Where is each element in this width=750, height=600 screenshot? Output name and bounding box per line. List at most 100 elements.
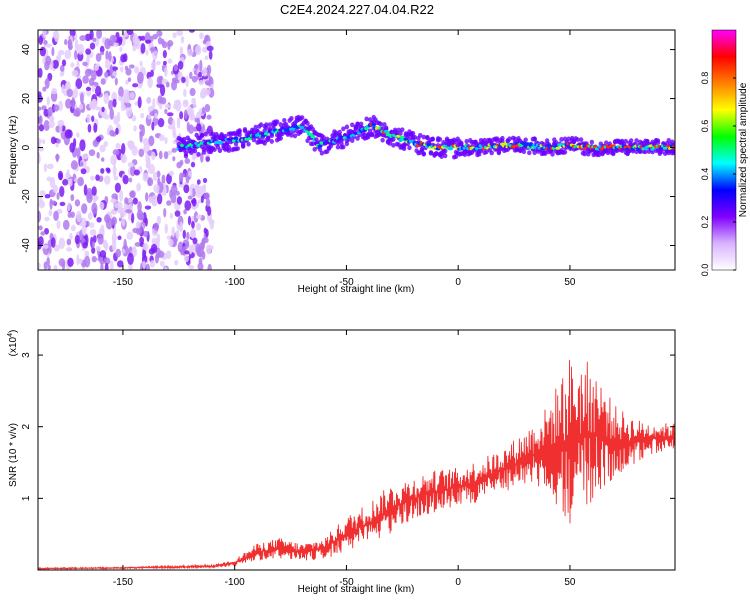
- y-tick-label: 2: [21, 423, 32, 429]
- spectrogram-noise-cell: [92, 197, 97, 203]
- spectrogram-noise-cell: [175, 229, 180, 239]
- spectrogram-ridge-cell: [398, 138, 403, 142]
- spectrogram-noise-cell: [154, 253, 159, 264]
- spectrogram-ridge-cell: [530, 146, 536, 150]
- spectrogram-noise-cell: [149, 260, 156, 268]
- spectrogram-noise-cell: [90, 175, 95, 181]
- spectrogram-noise-cell: [46, 257, 50, 266]
- spectrogram-noise-cell: [65, 98, 72, 109]
- spectrogram-noise-cell: [104, 58, 111, 69]
- spectrogram-noise-cell: [74, 49, 78, 60]
- spectrogram-cell: [425, 135, 430, 141]
- spectrogram-noise-cell: [162, 50, 167, 59]
- spectrogram-noise-cell: [44, 227, 50, 235]
- spectrogram-marks: [38, 30, 675, 270]
- spectrogram-noise-cell: [69, 232, 73, 241]
- spectrogram-noise-cell: [58, 100, 63, 112]
- spectrogram-noise-cell: [184, 250, 191, 255]
- spectrogram-cell: [364, 116, 369, 122]
- spectrogram-noise-cell: [148, 135, 155, 146]
- spectrogram-cell: [527, 150, 532, 156]
- spectrogram-noise-cell: [161, 41, 168, 49]
- spectrogram-noise-cell: [44, 194, 51, 199]
- spectrogram-noise-cell: [164, 223, 169, 234]
- spectrogram-noise-cell: [157, 250, 165, 258]
- spectrogram-noise-cell: [189, 113, 196, 121]
- spectrogram-noise-cell: [95, 174, 100, 181]
- spectrogram-noise-cell: [176, 30, 184, 36]
- spectrogram-noise-cell: [83, 255, 91, 268]
- spectrogram-noise-cell: [69, 142, 75, 153]
- spectrogram-noise-cell: [58, 258, 66, 267]
- spectrogram-noise-cell: [145, 49, 149, 56]
- spectrogram-noise-cell: [59, 65, 65, 72]
- spectrogram-noise-cell: [167, 42, 171, 51]
- spectrogram-noise-cell: [42, 30, 47, 39]
- spectrogram-cell: [341, 144, 346, 150]
- spectrogram-noise-cell: [188, 30, 196, 33]
- spectrogram-y-axis: -40 -20 0 20 40: [21, 44, 675, 253]
- spectrogram-noise-cell: [80, 161, 84, 167]
- spectrogram-noise-cell: [109, 260, 114, 270]
- spectrogram-noise-cell: [38, 138, 42, 145]
- spectrogram-cell: [378, 121, 384, 127]
- spectrogram-noise-cell: [91, 115, 95, 122]
- spectrogram-panel: -150 -100 -50 0 50 -40 -20 0 20 40 Height of str…: [8, 29, 676, 295]
- spectrogram-noise-cell: [85, 220, 90, 227]
- spectrogram-noise-cell: [183, 184, 190, 194]
- spectrogram-cell: [312, 146, 317, 152]
- spectrogram-cell: [226, 148, 232, 153]
- spectrogram-cell: [582, 151, 587, 157]
- spectrogram-noise-cell: [125, 68, 132, 76]
- spectrogram-cell: [289, 132, 294, 138]
- spectrogram-noise-cell: [38, 106, 42, 111]
- spectrogram-noise-cell: [198, 257, 203, 265]
- spectrogram-noise-cell: [152, 98, 156, 110]
- spectrogram-noise-cell: [191, 188, 196, 198]
- spectrogram-noise-cell: [38, 236, 44, 247]
- spectrogram-cell: [176, 141, 182, 147]
- spectrogram-noise-cell: [139, 60, 143, 67]
- spectrogram-noise-cell: [170, 184, 178, 195]
- spectrogram-cell: [489, 150, 494, 156]
- spectrogram-noise-cell: [121, 142, 126, 155]
- colorbar-tick-label: 0.4: [700, 168, 710, 181]
- spectrogram-noise-cell: [74, 199, 81, 207]
- spectrogram-cell: [439, 154, 444, 160]
- spectrogram-cell: [212, 147, 217, 153]
- spectrogram-noise-cell: [56, 138, 61, 144]
- spectrogram-noise-cell: [187, 105, 192, 116]
- spectrogram-noise-cell: [64, 38, 68, 46]
- spectrogram-cell: [369, 132, 375, 138]
- spectrogram-cell: [462, 152, 468, 157]
- spectrogram-noise-cell: [113, 42, 119, 47]
- spectrogram-noise-cell: [51, 88, 57, 95]
- spectrogram-noise-cell: [120, 66, 124, 73]
- spectrogram-noise-cell: [96, 136, 102, 143]
- spectrogram-noise-cell: [119, 46, 123, 52]
- spectrogram-noise-cell: [76, 147, 81, 160]
- spectrogram-cell: [217, 148, 223, 154]
- spectrogram-noise-cell: [201, 239, 205, 250]
- spectrogram-noise-cell: [197, 262, 204, 270]
- spectrogram-noise-cell: [38, 210, 42, 223]
- spectrogram-noise-cell: [64, 129, 72, 139]
- spectrogram-noise-cell: [66, 238, 72, 246]
- spectrogram-noise-cell: [121, 217, 126, 227]
- spectrogram-noise-cell: [187, 195, 193, 200]
- spectrogram-noise-cell: [98, 175, 104, 182]
- spectrogram-ridge-cell: [403, 137, 409, 141]
- spectrogram-ridge-cell: [555, 146, 561, 150]
- spectrogram-noise-cell: [142, 260, 146, 270]
- spectrogram-noise-cell: [56, 192, 60, 200]
- spectrogram-noise-cell: [138, 148, 145, 158]
- spectrogram-noise-cell: [76, 254, 80, 266]
- spectrogram-noise-cell: [145, 39, 152, 44]
- spectrogram-cell: [366, 134, 371, 140]
- spectrogram-cell: [412, 134, 418, 140]
- spectrogram-noise-cell: [59, 185, 65, 198]
- spectrogram-noise-cell: [77, 176, 84, 187]
- spectrogram-noise-cell: [104, 71, 109, 78]
- spectrogram-noise-cell: [75, 78, 83, 90]
- spectrogram-cell: [521, 149, 527, 155]
